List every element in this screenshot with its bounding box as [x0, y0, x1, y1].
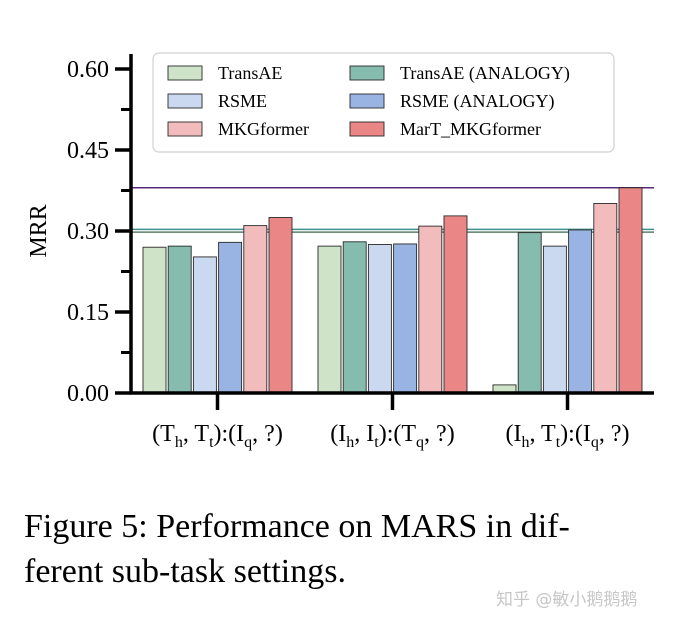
x-tick-label-part: h	[346, 434, 354, 451]
bar-rsme-1	[367, 244, 392, 394]
bar-transae-analogy--0	[167, 245, 192, 394]
bar-rsme-analogy--1	[393, 243, 418, 394]
legend-label-rsme: RSME	[218, 91, 267, 111]
bar-transae-analogy--1	[342, 241, 367, 394]
legend-swatch-transae-analogy-	[349, 65, 385, 81]
x-tick-label-part: t	[209, 434, 214, 451]
bar-rsme-analogy--0	[218, 241, 243, 394]
bar-mart-mkgformer-0	[268, 217, 293, 394]
legend-swatch-transae	[167, 65, 203, 81]
legend-swatch-mart-mkgformer	[349, 121, 385, 137]
y-tick-label-0: 0.00	[67, 381, 109, 407]
bar-transae-1	[317, 245, 342, 394]
x-tick-label-part: ):(T	[379, 421, 417, 447]
legend-swatch-mkgformer	[167, 121, 203, 137]
y-axis-label: MRR	[26, 204, 52, 257]
bar-transae-analogy--2	[517, 232, 542, 394]
legend-label-mart-mkgformer: MarT_MKGformer	[400, 119, 541, 139]
x-tick-label-part: h	[175, 434, 183, 451]
legend-swatch-rsme	[167, 93, 203, 109]
x-tick-label-part: (I	[506, 421, 522, 447]
caption-line-2: ferent sub-task settings.	[24, 553, 346, 590]
x-tick-label-1: (Ih, It):(Tq, ?)	[330, 421, 454, 451]
legend: TransAE RSME MKGformer TransAE (ANALOGY) RSM…	[152, 52, 615, 153]
legend-swatch-rsme-analogy-	[349, 93, 385, 109]
legend-label-transae: TransAE	[218, 63, 282, 83]
x-tick-label-part: (I	[330, 421, 346, 447]
x-tick-label-2: (Ih, Tt):(Iq, ?)	[506, 421, 630, 451]
x-tick-label-0: (Th, Tt):(Iq, ?)	[152, 421, 283, 451]
x-tick-label-part: ):(I	[560, 421, 591, 447]
caption-line-1: Figure 5: Performance on MARS in dif-	[24, 508, 570, 545]
x-tick-label-part: t	[556, 434, 561, 451]
x-tick-label-part: (T	[152, 421, 175, 447]
bar-mkgformer-1	[418, 225, 443, 394]
bar-rsme-analogy--2	[568, 229, 593, 394]
bar-mkgformer-2	[593, 203, 618, 394]
reference-lines	[131, 187, 654, 233]
bars	[142, 187, 643, 394]
y-tick-label-2: 0.30	[67, 219, 109, 245]
x-tick-label-part: , ?)	[599, 421, 630, 447]
figure-caption: Figure 5: Performance on MARS in dif- fe…	[24, 504, 664, 594]
bar-mkgformer-0	[243, 225, 268, 394]
x-tick-label-part: , T	[183, 421, 210, 447]
x-tick-label-part: h	[521, 434, 529, 451]
watermark: 知乎 @敏小鹅鹅鹅	[496, 590, 638, 610]
x-tick-label-part: q	[244, 434, 252, 451]
legend-label-rsme-analogy-: RSME (ANALOGY)	[400, 91, 555, 112]
bar-rsme-0	[192, 256, 217, 394]
legend-label-transae-analogy-: TransAE (ANALOGY)	[400, 63, 570, 84]
bar-rsme-2	[542, 245, 567, 394]
y-tick-label-4: 0.60	[67, 57, 109, 83]
x-tick-label-part: q	[416, 434, 424, 451]
y-tick-label-1: 0.15	[67, 300, 109, 326]
y-tick-label-3: 0.45	[67, 138, 109, 164]
legend-label-mkgformer: MKGformer	[218, 119, 309, 139]
x-tick-label-part: , ?)	[252, 421, 283, 447]
bar-transae-0	[142, 246, 167, 394]
x-tick-label-part: t	[374, 434, 379, 451]
x-tick-label-part: ):(I	[214, 421, 245, 447]
x-tick-label-part: q	[591, 434, 599, 451]
bar-mart-mkgformer-2	[618, 187, 643, 394]
bar-mart-mkgformer-1	[443, 215, 468, 394]
x-tick-label-part: , ?)	[424, 421, 455, 447]
x-tick-label-part: , T	[529, 421, 556, 447]
x-tick-label-part: , I	[354, 421, 374, 447]
